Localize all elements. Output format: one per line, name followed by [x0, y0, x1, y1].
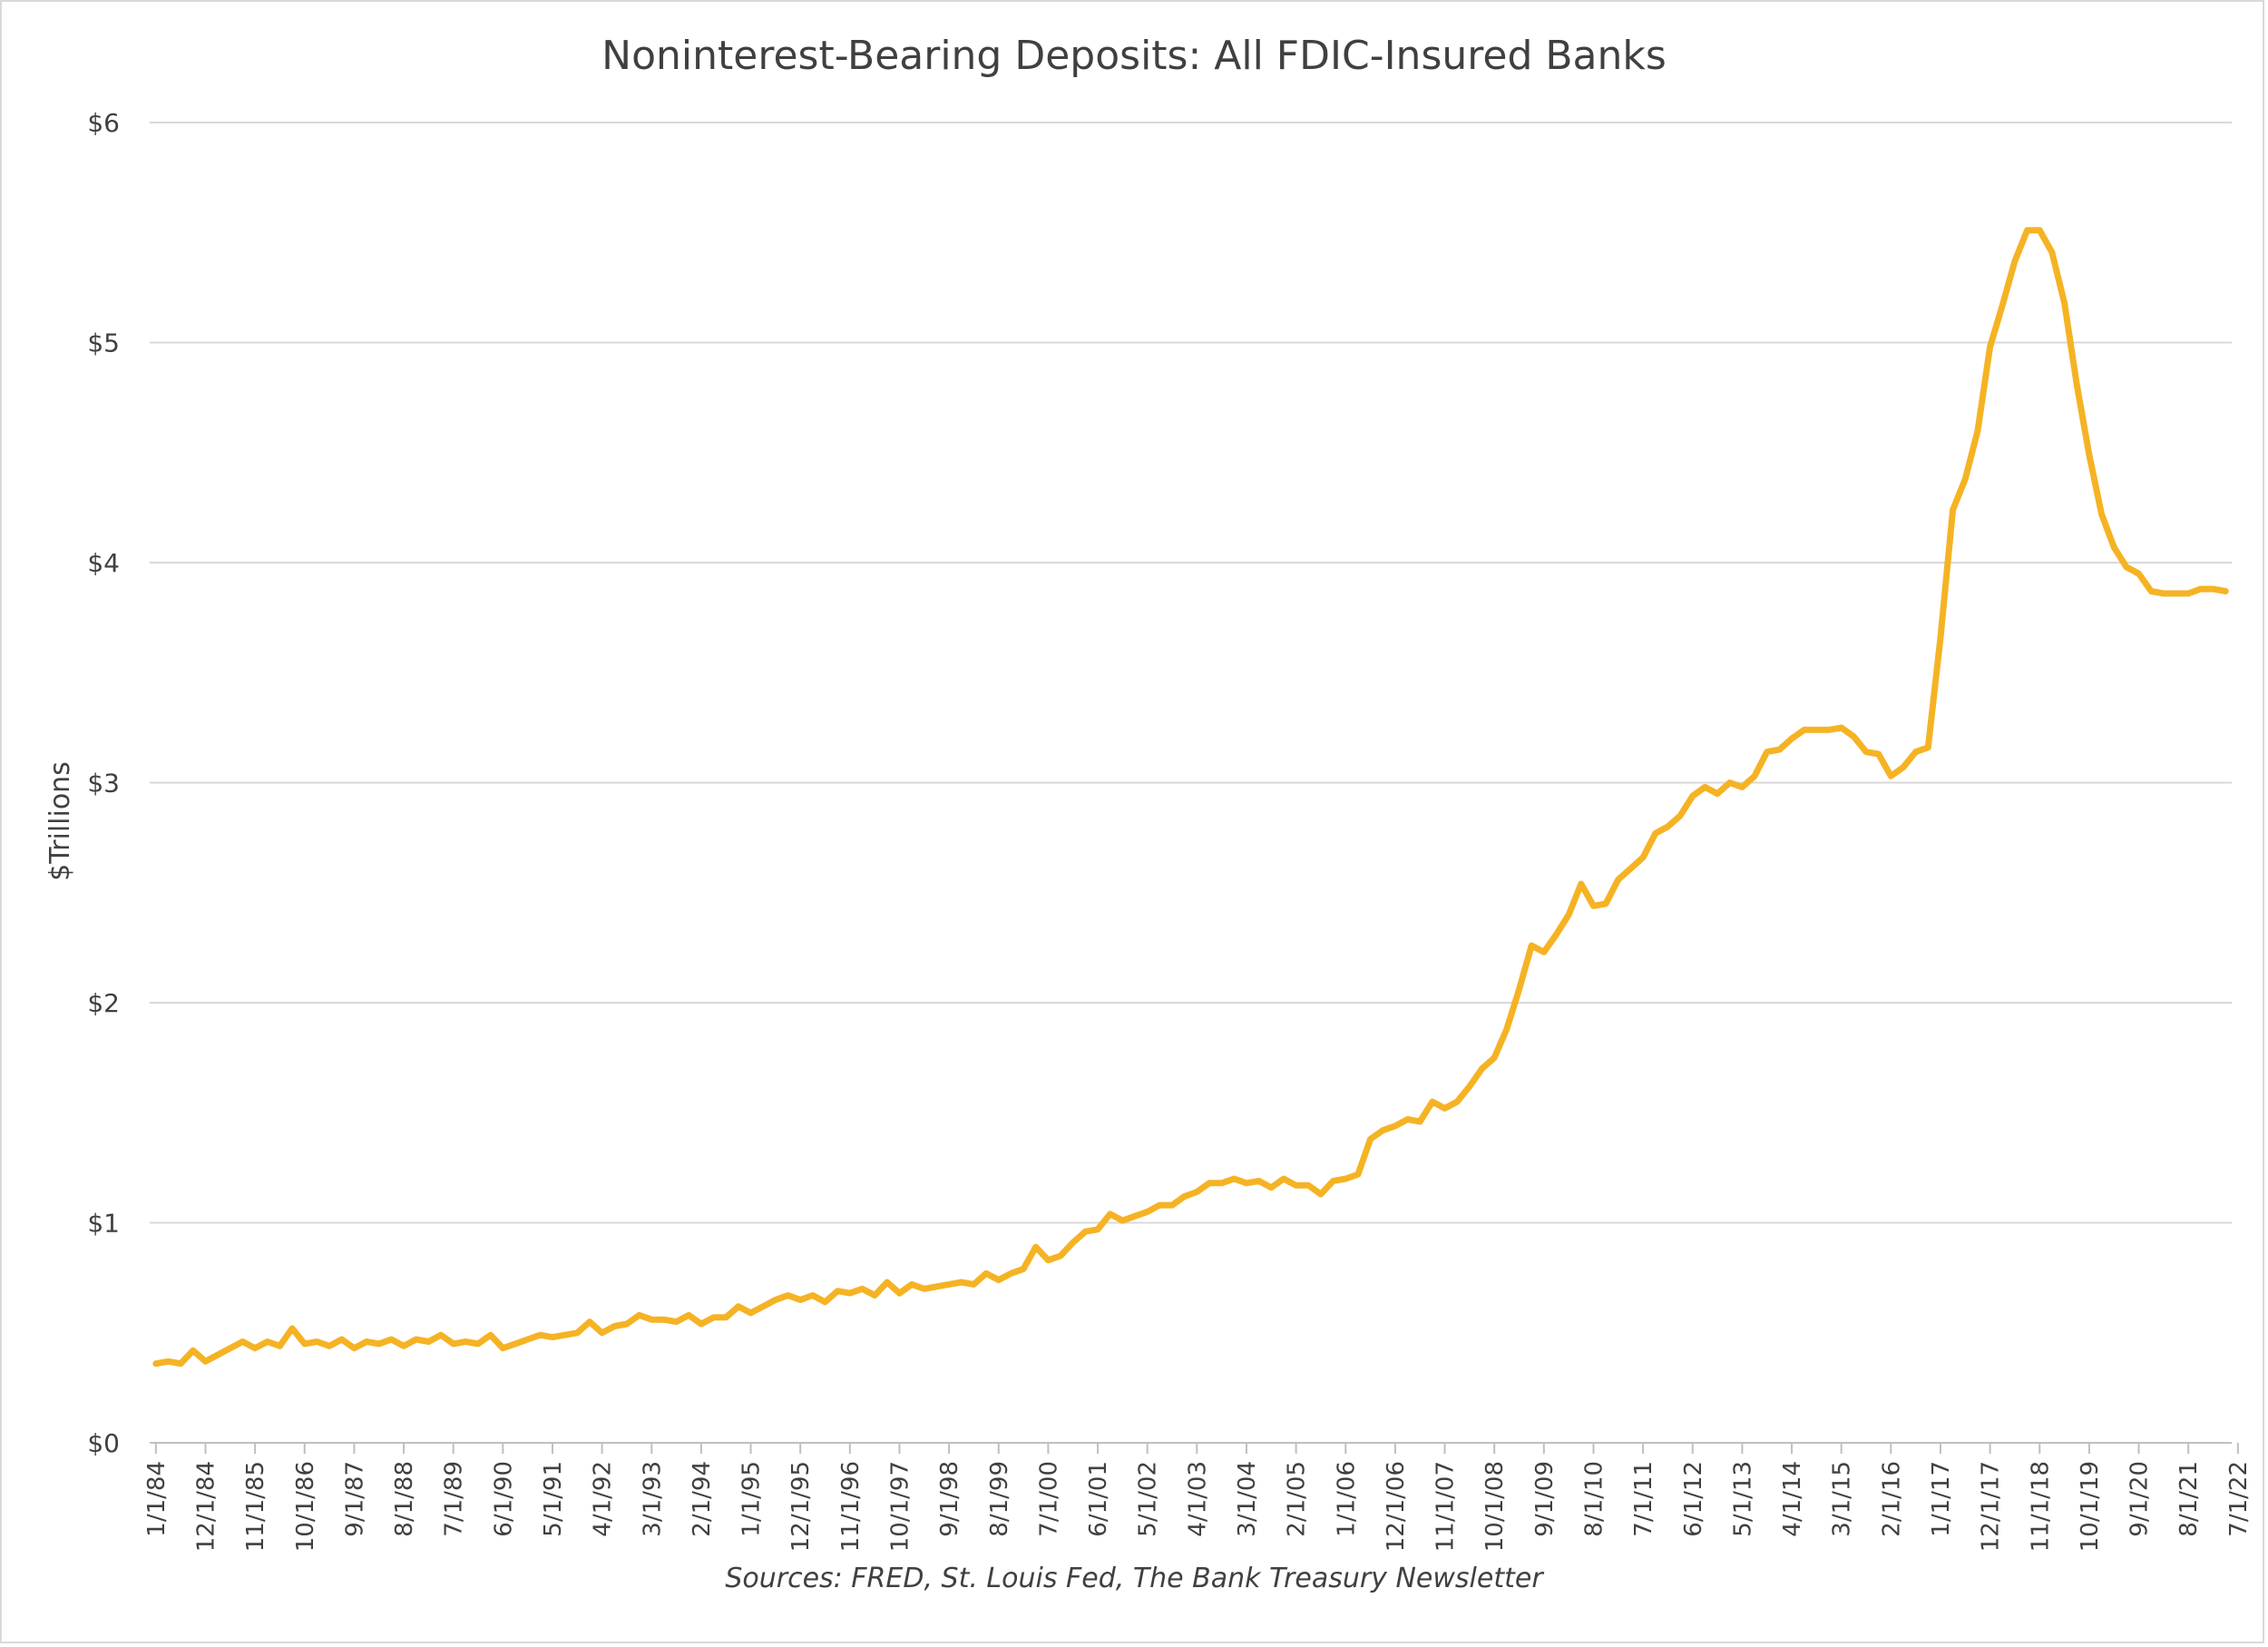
x-tick-label: 5/1/13 [1729, 1461, 1756, 1537]
x-tick-label: 4/1/03 [1184, 1461, 1211, 1537]
x-tick-label: 10/1/08 [1481, 1461, 1509, 1552]
x-tick-label: 8/1/99 [986, 1461, 1013, 1537]
x-tick-label: 3/1/93 [639, 1461, 666, 1537]
x-tick-label: 2/1/05 [1284, 1461, 1311, 1537]
x-tick-label: 8/1/88 [391, 1461, 418, 1537]
x-tick-label: 1/1/84 [143, 1461, 171, 1537]
x-tick-label: 12/1/95 [787, 1461, 815, 1552]
x-tick-label: 10/1/19 [2077, 1461, 2104, 1552]
y-tick-label: $4 [87, 548, 120, 578]
x-tick-label: 2/1/16 [1878, 1461, 1905, 1537]
y-tick-label: $6 [87, 108, 120, 138]
x-tick-label: 9/1/09 [1531, 1461, 1559, 1537]
x-tick-label: 9/1/98 [936, 1461, 963, 1537]
source-note: Sources: FRED, St. Louis Fed, The Bank T… [725, 1563, 1543, 1594]
y-tick-label: $0 [87, 1428, 120, 1458]
x-tick-label: 5/1/91 [540, 1461, 567, 1537]
series-layer [152, 227, 2229, 1368]
x-tick-label: 1/1/06 [1333, 1461, 1360, 1537]
x-tick-label: 1/1/17 [1928, 1461, 1955, 1537]
x-tick-label: 11/1/96 [837, 1461, 865, 1552]
x-tick-label: 8/1/21 [2175, 1461, 2203, 1537]
y-axis-ticks: $0 $1 $2 $3 $4 $5 $6 [87, 108, 120, 1458]
x-tick-label: 8/1/10 [1580, 1461, 1608, 1537]
y-tick-label: $3 [87, 769, 120, 799]
y-tick-label: $5 [87, 328, 120, 358]
x-tick-label: 6/1/12 [1680, 1461, 1707, 1537]
x-tick-label: 5/1/02 [1135, 1461, 1162, 1537]
x-tick-label: 11/1/07 [1432, 1461, 1460, 1552]
series-line [152, 227, 2229, 1368]
y-tick-label: $2 [87, 988, 120, 1018]
gridlines [150, 122, 2232, 1224]
x-tick-label: 10/1/97 [886, 1461, 914, 1552]
x-tick-label: 7/1/11 [1630, 1461, 1657, 1537]
x-tick-label: 12/1/17 [1978, 1461, 2005, 1552]
x-axis-ticks: 1/1/84 12/1/84 11/1/85 10/1/86 9/1/87 8/1/88 7… [143, 1443, 2253, 1552]
x-tick-label: 9/1/87 [341, 1461, 368, 1537]
x-tick-label: 6/1/01 [1085, 1461, 1112, 1537]
x-tick-label: 1/1/95 [738, 1461, 766, 1537]
chart-title: Noninterest-Bearing Deposits: All FDIC-I… [601, 33, 1667, 79]
x-tick-label: 3/1/15 [1829, 1461, 1856, 1537]
y-tick-label: $1 [87, 1209, 120, 1239]
x-tick-label: 7/1/89 [441, 1461, 468, 1537]
x-tick-label: 4/1/92 [590, 1461, 617, 1537]
x-tick-label: 10/1/86 [292, 1461, 319, 1552]
x-tick-label: 12/1/06 [1383, 1461, 1410, 1552]
x-tick-label: 12/1/84 [192, 1461, 220, 1552]
x-tick-label: 7/1/00 [1035, 1461, 1062, 1537]
x-tick-label: 11/1/18 [2027, 1461, 2054, 1552]
x-tick-label: 4/1/14 [1779, 1461, 1806, 1537]
x-tick-label: 6/1/90 [490, 1461, 517, 1537]
x-tick-label: 2/1/94 [689, 1461, 716, 1537]
x-tick-label: 7/1/22 [2225, 1461, 2253, 1537]
x-tick-label: 9/1/20 [2126, 1461, 2154, 1537]
x-tick-label: 3/1/04 [1234, 1461, 1261, 1537]
x-tick-label: 11/1/85 [242, 1461, 269, 1552]
y-axis-title: $Trillions [44, 761, 76, 881]
